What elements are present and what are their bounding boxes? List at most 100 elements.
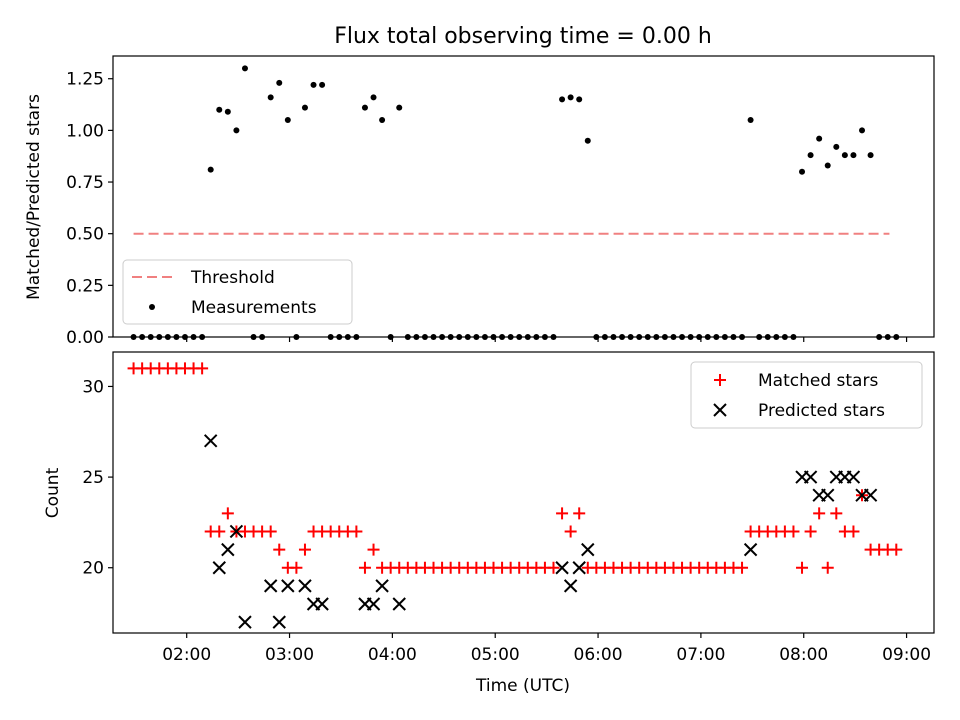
matched-star-marker: [358, 561, 371, 574]
matched-star-marker: [847, 525, 860, 538]
measurement-point: [139, 334, 146, 340]
lower-x-tick-label: 03:00: [265, 645, 314, 665]
measurement-point: [584, 137, 591, 144]
measurement-point: [601, 334, 608, 340]
predicted-star-marker: [263, 579, 278, 593]
matched-star-marker: [213, 525, 226, 538]
measurement-point: [181, 334, 188, 340]
measurement-point: [199, 334, 206, 340]
measurement-point: [721, 334, 728, 340]
measurement-point: [259, 334, 266, 340]
measurement-point: [301, 104, 308, 111]
predicted-star-marker: [803, 470, 818, 484]
predicted-star-marker: [846, 470, 861, 484]
measurement-point: [610, 334, 617, 340]
measurement-point: [224, 108, 231, 115]
measurement-point: [893, 334, 900, 340]
measurement-point: [156, 334, 163, 340]
lower-x-tick-label: 08:00: [779, 645, 828, 665]
matched-star-marker: [290, 561, 303, 574]
measurement-point: [404, 334, 411, 340]
measurement-point: [147, 334, 154, 340]
measurement-point: [533, 334, 540, 340]
measurement-point: [567, 94, 574, 101]
measurement-point: [790, 334, 797, 340]
measurement-point: [687, 334, 694, 340]
measurement-point: [327, 334, 334, 340]
upper-y-axis-label: Matched/Predicted stars: [24, 94, 44, 300]
lower-y-tick-label: 30: [82, 377, 104, 397]
measurement-point: [764, 334, 771, 340]
measurement-point: [250, 334, 257, 340]
measurement-point: [164, 334, 171, 340]
matched-star-marker: [821, 561, 834, 574]
upper-legend: Threshold Measurements: [122, 259, 353, 325]
measurement-point: [267, 94, 274, 101]
measurement-point: [241, 65, 248, 72]
measurement-point: [730, 334, 737, 340]
measurement-point: [361, 104, 368, 111]
matched-star-marker: [830, 507, 843, 520]
matched-star-marker: [367, 543, 380, 556]
measurement-point: [841, 152, 848, 159]
matched-star-marker: [547, 561, 560, 574]
measurement-point: [670, 334, 677, 340]
predicted-star-marker: [298, 579, 312, 593]
measurement-point: [216, 106, 223, 113]
measurement-point: [481, 334, 488, 340]
measurement-point: [173, 334, 180, 340]
measurement-point: [559, 96, 566, 103]
x-axis-label: Time (UTC): [475, 676, 570, 696]
upper-axes: 0.00 0.25 0.50 0.75 1.00 1.25 Threshold Measure…: [66, 55, 935, 348]
measurement-point: [799, 168, 806, 175]
predicted-star-marker: [366, 597, 381, 611]
measurement-point: [747, 117, 754, 124]
matched-legend-label: Matched stars: [758, 371, 878, 391]
measurement-point: [627, 334, 634, 340]
lower-legend-box: [690, 361, 923, 429]
measurement-point: [850, 152, 857, 159]
measurement-point: [661, 334, 668, 340]
lower-x-tick-label: 05:00: [471, 645, 520, 665]
matched-star-marker: [350, 525, 363, 538]
upper-y-tick-label: 0.00: [66, 328, 104, 348]
measurement-point: [884, 334, 891, 340]
measurement-point: [781, 334, 788, 340]
threshold-legend-label: Threshold: [190, 268, 275, 288]
measurement-point: [713, 334, 720, 340]
measurement-point: [379, 117, 386, 124]
measurement-point: [876, 334, 883, 340]
measurement-point: [396, 104, 403, 111]
measurement-point: [353, 334, 360, 340]
predicted-star-marker: [212, 561, 226, 575]
matched-star-marker: [804, 525, 817, 538]
matched-star-marker: [564, 525, 577, 538]
upper-y-tick-label: 0.25: [66, 276, 104, 296]
measurement-point: [507, 334, 514, 340]
measurement-point: [524, 334, 531, 340]
measurement-point: [439, 334, 446, 340]
measurement-point: [739, 334, 746, 340]
measurement-point: [421, 334, 428, 340]
predicted-star-marker: [281, 579, 295, 593]
measurement-point: [593, 334, 600, 340]
matched-star-marker: [787, 525, 800, 538]
measurement-point: [541, 334, 548, 340]
measurement-point: [473, 334, 480, 340]
measurement-point: [233, 127, 240, 134]
upper-legend-box: [122, 259, 353, 325]
measurement-point: [644, 334, 651, 340]
measurement-point: [190, 334, 197, 340]
predicted-legend-swatch: [713, 403, 727, 417]
predicted-star-marker: [572, 561, 586, 575]
matched-star-marker: [796, 561, 809, 574]
measurement-point: [430, 334, 437, 340]
lower-x-tick-label: 06:00: [574, 645, 623, 665]
measurement-point: [636, 334, 643, 340]
predicted-star-marker: [563, 579, 578, 593]
matched-star-marker: [221, 507, 234, 520]
measurement-point: [130, 334, 137, 340]
measurement-point: [387, 334, 394, 340]
matched-star-marker: [573, 507, 586, 520]
